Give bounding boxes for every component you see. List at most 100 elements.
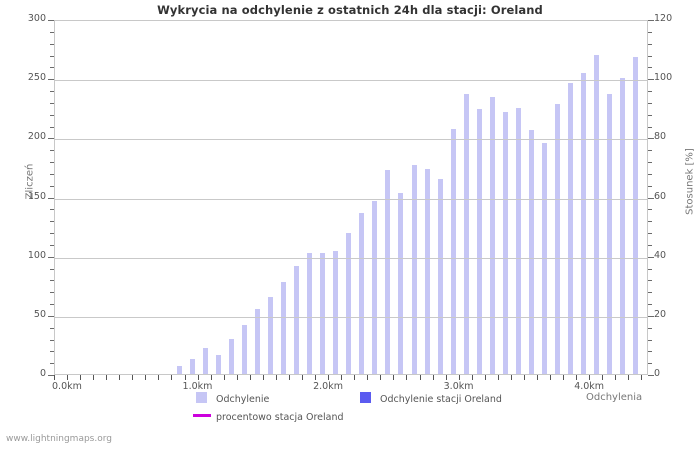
bar: [228, 338, 234, 374]
x-tick: [589, 375, 591, 380]
y-tick-minor: [50, 280, 54, 282]
y2-tick-minor: [648, 173, 652, 175]
y-tick-minor: [50, 339, 54, 341]
bar: [398, 192, 404, 374]
bar: [437, 178, 443, 374]
y-tick-major: [48, 315, 54, 317]
plot-area: [54, 20, 648, 375]
y2-tick-minor: [648, 292, 652, 294]
x-tick-label: 4.0km: [574, 381, 605, 392]
x-tick-label: 1.0km: [182, 381, 213, 392]
bar: [607, 93, 613, 374]
y-tick-minor: [50, 162, 54, 163]
y-tick-minor: [50, 150, 54, 152]
bar: [489, 97, 495, 374]
gridline: [55, 198, 647, 200]
legend-label-station-deviation: Odchylenie stacji Oreland: [380, 394, 502, 405]
y-tick-minor: [50, 102, 54, 104]
y-tick-label: 50: [33, 308, 46, 320]
x-tick: [249, 375, 251, 380]
watermark: www.lightningmaps.org: [6, 434, 112, 444]
legend-item-deviation: Odchylenie: [196, 392, 269, 405]
bar: [280, 281, 286, 374]
x-tick: [93, 375, 95, 380]
y-tick-minor: [50, 126, 54, 128]
y-tick-minor: [50, 292, 54, 294]
legend-swatch-station-deviation: [360, 392, 371, 403]
bar: [633, 56, 639, 374]
bar: [372, 201, 378, 374]
bar: [515, 107, 521, 374]
x-tick: [458, 375, 460, 380]
y2-tick-major: [648, 197, 654, 199]
y2-tick-minor: [648, 209, 652, 211]
x-tick: [510, 375, 512, 380]
x-tick: [445, 375, 447, 380]
y-tick-minor: [50, 221, 54, 223]
y2-tick-minor: [648, 185, 652, 187]
y2-tick-minor: [648, 304, 652, 305]
x-tick: [106, 375, 108, 380]
y2-tick-minor: [648, 126, 652, 128]
y2-tick-major: [648, 138, 654, 140]
x-tick: [302, 375, 304, 380]
bar: [189, 358, 195, 374]
y-tick-label: 0: [39, 368, 46, 379]
bar: [529, 130, 534, 374]
x-tick: [641, 375, 643, 380]
bar: [646, 76, 647, 374]
y-tick-major: [48, 197, 54, 199]
x-tick: [432, 375, 434, 380]
bar: [502, 112, 508, 374]
x-tick: [380, 375, 382, 380]
legend-item-station-percent: procentowo stacja Oreland: [193, 412, 344, 423]
x-tick: [367, 375, 369, 380]
x-tick: [145, 375, 147, 380]
x-tick: [354, 375, 356, 380]
bar: [568, 82, 574, 374]
legend-line-station-percent: [193, 414, 211, 417]
x-tick: [119, 375, 121, 380]
y2-tick-label: 80: [654, 131, 667, 143]
x-tick: [275, 375, 277, 380]
x-tick: [80, 375, 82, 380]
bar: [424, 169, 430, 374]
x-tick: [393, 375, 395, 380]
bar: [294, 266, 300, 374]
bar: [581, 73, 587, 374]
y2-tick-minor: [648, 162, 652, 163]
gridline: [55, 257, 647, 259]
y-tick-minor: [50, 209, 54, 211]
y2-tick-minor: [648, 363, 652, 365]
y2-tick-minor: [648, 102, 652, 104]
bar: [346, 233, 352, 374]
y-tick-major: [48, 138, 54, 140]
y2-tick-label: 20: [654, 308, 667, 320]
x-tick: [628, 375, 630, 380]
bar: [202, 347, 208, 374]
legend-item-station-deviation: Odchylenie stacji Oreland: [360, 392, 502, 405]
y-tick-minor: [50, 233, 54, 234]
bar: [411, 164, 417, 374]
x-tick: [406, 375, 408, 380]
bar: [215, 355, 221, 374]
x-tick: [419, 375, 421, 380]
y-tick-label: 200: [27, 131, 46, 143]
x-tick-label: 3.0km: [443, 381, 474, 392]
x-tick: [54, 375, 55, 380]
y-tick-minor: [50, 43, 54, 45]
bar: [267, 297, 273, 374]
y2-tick-label: 40: [654, 249, 667, 261]
x-tick: [471, 375, 473, 380]
gridline: [55, 316, 647, 318]
bars-layer: [55, 21, 647, 374]
y-tick-minor: [50, 304, 54, 305]
y-tick-major: [48, 256, 54, 258]
y-tick-minor: [50, 268, 54, 270]
x-tick: [484, 375, 486, 380]
y2-tick-minor: [648, 339, 652, 341]
x-tick: [223, 375, 225, 380]
y-tick-major: [48, 79, 54, 81]
y-tick-minor: [50, 173, 54, 175]
x-tick: [576, 375, 578, 380]
